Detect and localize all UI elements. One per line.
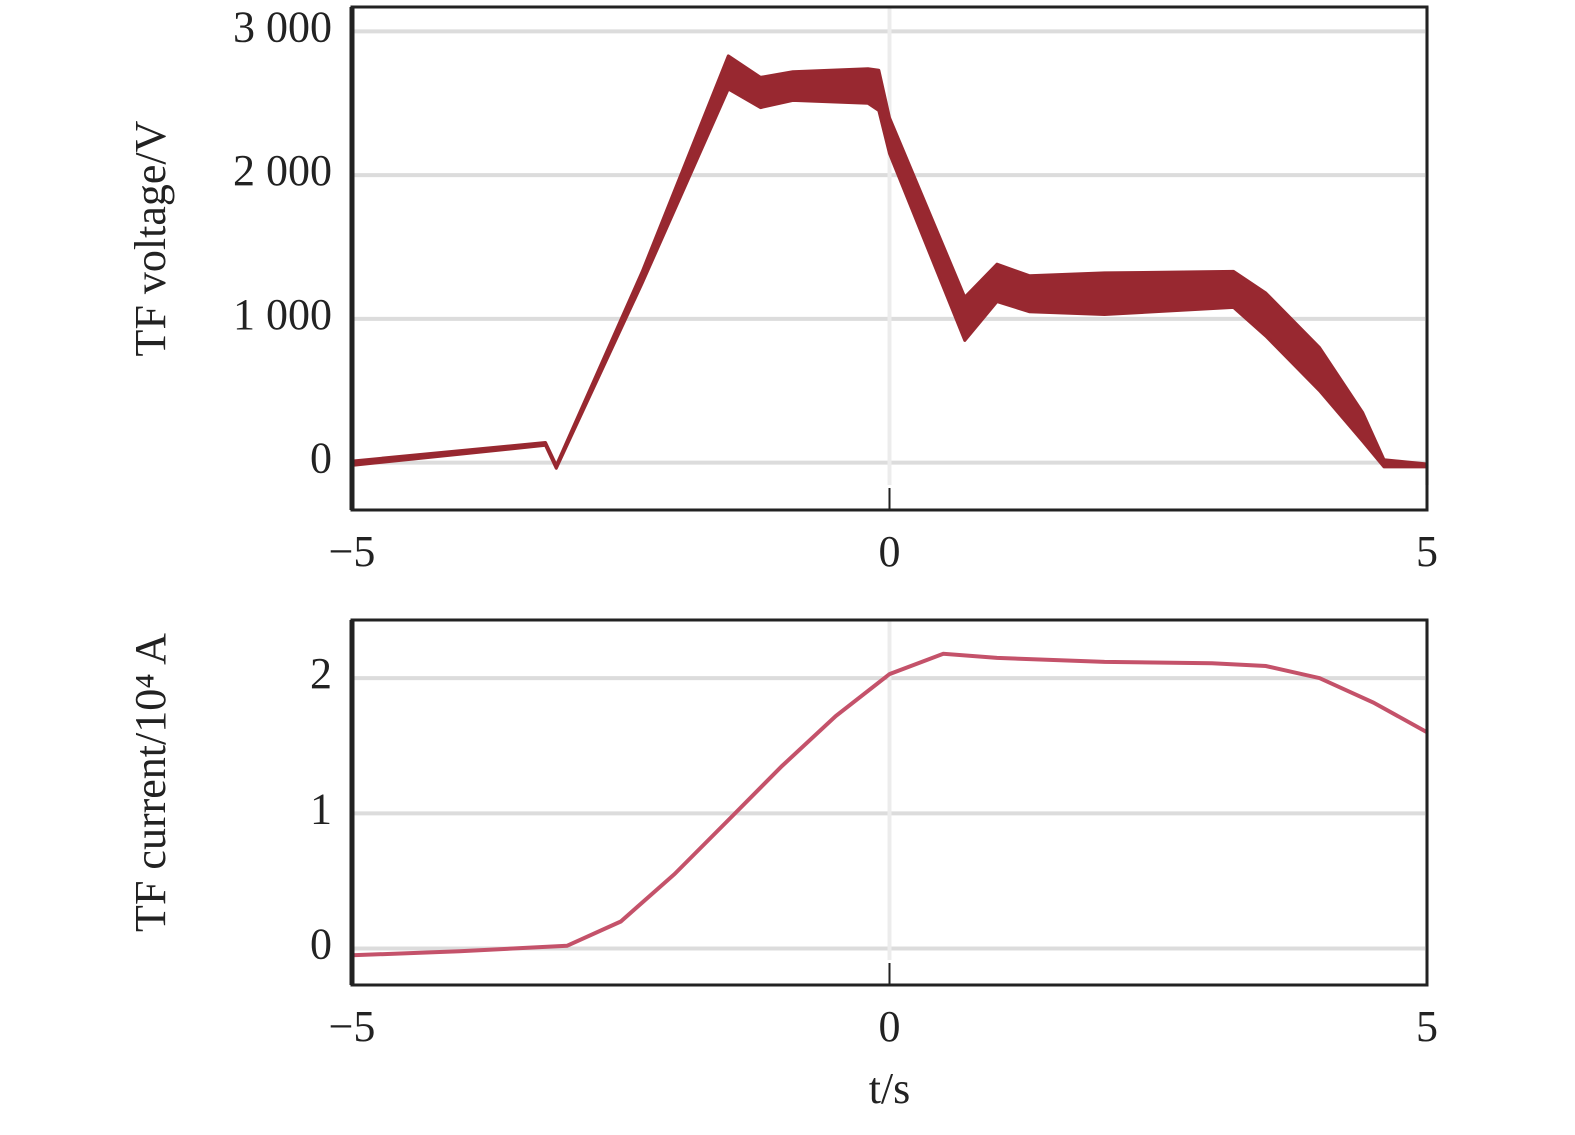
x-tick-label: 0 — [879, 527, 901, 576]
y-tick-label: 3 000 — [233, 3, 332, 52]
y-tick-label: 2 000 — [233, 146, 332, 195]
current-line — [351, 651, 1428, 958]
x-tick-label: −5 — [329, 527, 376, 576]
y-axis-label: TF current/10⁴ A — [126, 633, 175, 932]
x-axis-label: t/s — [869, 1064, 911, 1113]
y-tick-label: 1 000 — [233, 290, 332, 339]
x-tick-label: 5 — [1416, 1002, 1438, 1051]
y-axis-label: TF voltage/V — [126, 120, 175, 356]
y-tick-label: 0 — [310, 434, 332, 483]
y-tick-label: 0 — [310, 920, 332, 969]
x-tick-label: 0 — [879, 1002, 901, 1051]
y-tick-label: 2 — [310, 649, 332, 698]
y-tick-label: 1 — [310, 784, 332, 833]
x-tick-label: −5 — [329, 1002, 376, 1051]
x-tick-label: 5 — [1416, 527, 1438, 576]
